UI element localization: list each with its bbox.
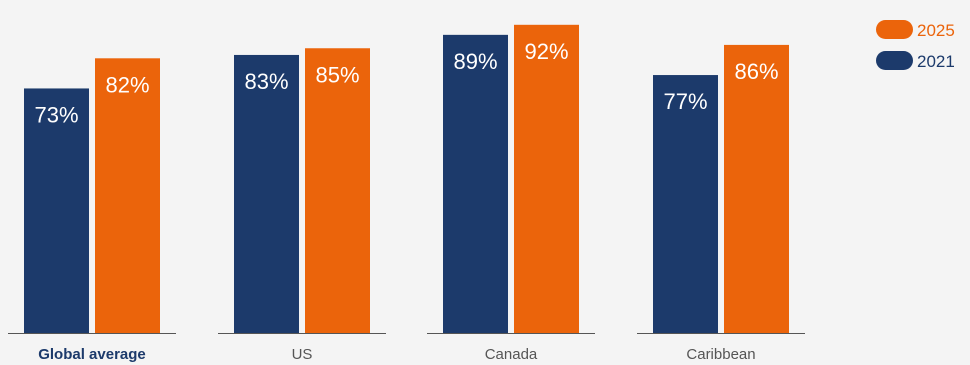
category-label-caribbean: Caribbean <box>686 346 755 363</box>
category-label-us: US <box>292 346 313 363</box>
value-label-canada-2025: 92% <box>524 39 568 64</box>
value-label-caribbean-2021: 77% <box>663 89 707 114</box>
legend-swatch-2025 <box>876 20 913 39</box>
value-label-caribbean-2025: 86% <box>734 59 778 84</box>
bar-caribbean-2025 <box>724 44 789 334</box>
legend-label-2021: 2021 <box>917 52 955 71</box>
bar-caribbean-2021 <box>653 75 718 334</box>
value-label-canada-2021: 89% <box>453 49 497 74</box>
legend-swatch-2021 <box>876 51 913 70</box>
bar-us-2025 <box>305 48 370 333</box>
legend-label-2025: 2025 <box>917 21 955 40</box>
bar-global-average-2021 <box>24 88 89 333</box>
value-label-global-average-2025: 82% <box>105 72 149 97</box>
legend: 2025 2021 <box>876 20 955 71</box>
bar-canada-2021 <box>443 34 508 333</box>
value-label-us-2025: 85% <box>315 62 359 87</box>
value-label-global-average-2021: 73% <box>34 102 78 127</box>
category-labels: Global average US Canada Caribbean <box>38 346 755 363</box>
value-label-us-2021: 83% <box>244 69 288 94</box>
bar-global-average-2025 <box>95 58 160 334</box>
category-label-canada: Canada <box>485 346 538 363</box>
bars <box>24 24 789 334</box>
bar-us-2021 <box>234 54 299 333</box>
category-label-global-average: Global average <box>38 346 146 363</box>
value-labels: 73% 82% 83% 85% 89% 92% 77% 86% <box>34 39 778 128</box>
bar-canada-2025 <box>514 24 579 334</box>
